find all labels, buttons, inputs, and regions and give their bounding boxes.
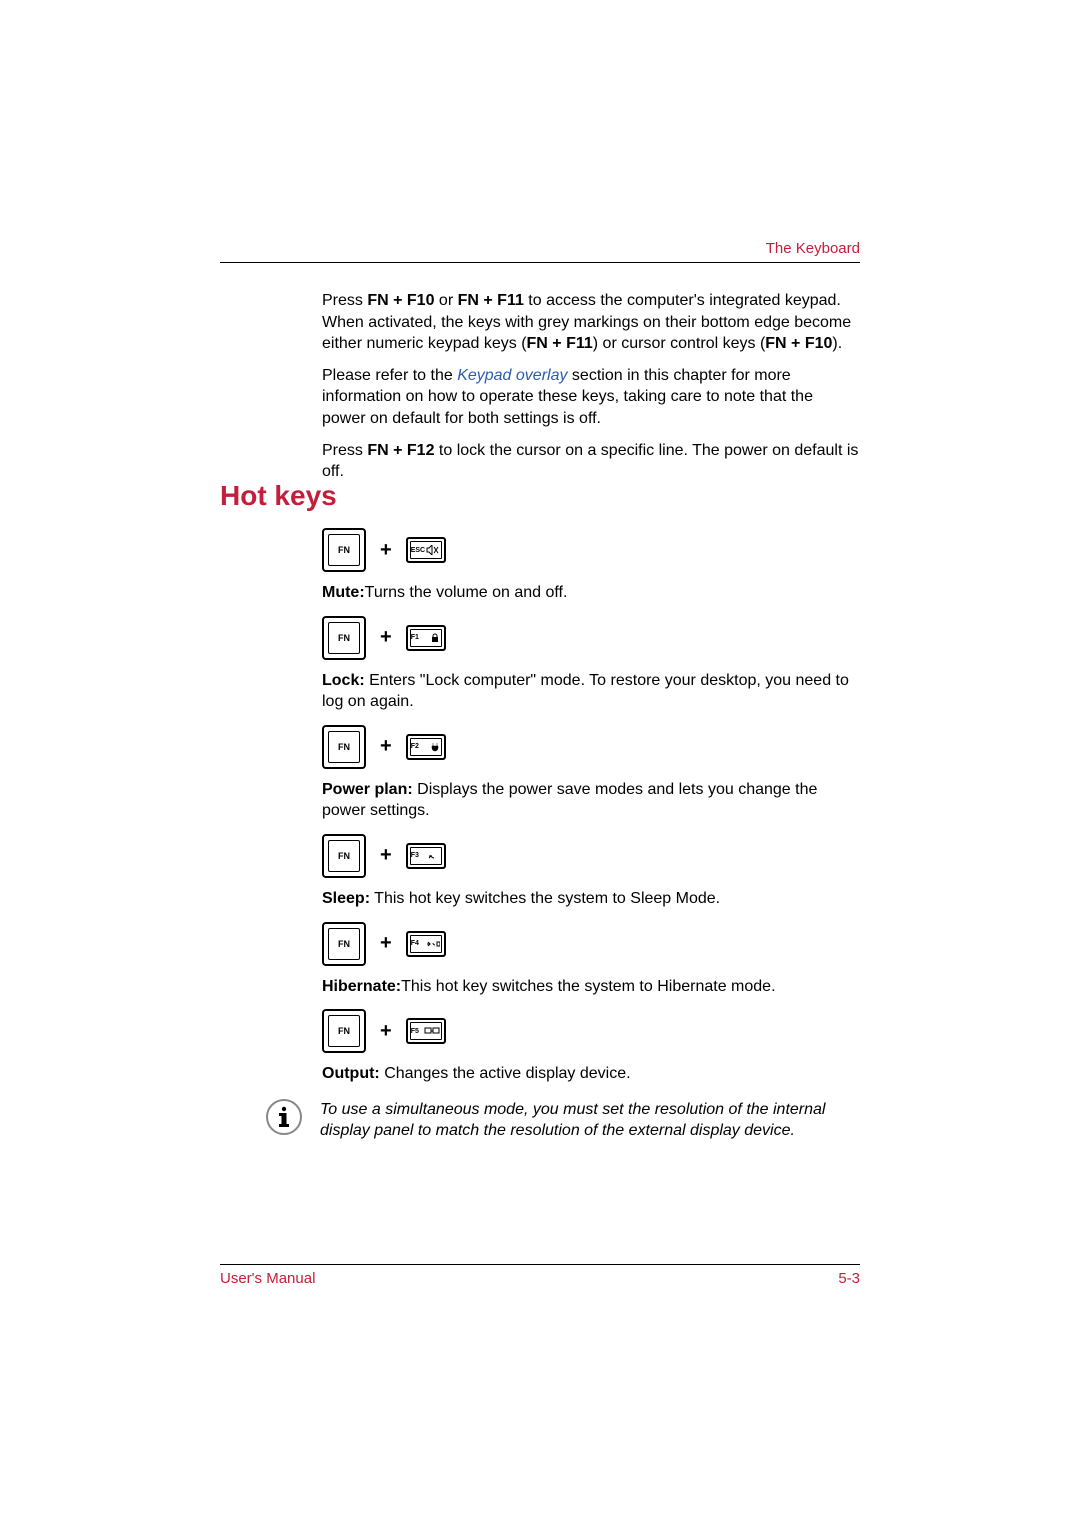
- combo: FN + F4: [322, 922, 860, 966]
- bold: Output:: [322, 1065, 380, 1082]
- esc-key-icon: ESC: [406, 537, 446, 563]
- text: Please refer to the: [322, 367, 457, 384]
- lock-icon: [430, 633, 440, 643]
- intro-p2: Please refer to the Keypad overlay secti…: [322, 365, 860, 430]
- footer-right: 5-3: [838, 1270, 860, 1287]
- intro-block: Press FN + F10 or FN + F11 to access the…: [322, 290, 860, 493]
- key-label: FN: [338, 633, 350, 643]
- desc: Power plan: Displays the power save mode…: [322, 779, 860, 822]
- plug-icon: [430, 742, 440, 752]
- hibernate-icon: [426, 940, 440, 948]
- bold: Power plan:: [322, 781, 413, 798]
- f5-key-icon: F5: [406, 1018, 446, 1044]
- text: Press: [322, 292, 367, 309]
- bold: FN + F11: [458, 292, 524, 309]
- key-label: F3: [411, 852, 419, 859]
- intro-p1: Press FN + F10 or FN + F11 to access the…: [322, 290, 860, 355]
- key-label: F4: [411, 940, 419, 947]
- key-label: ESC: [411, 547, 425, 554]
- key-label: FN: [338, 851, 350, 861]
- note-text: To use a simultaneous mode, you must set…: [320, 1099, 860, 1142]
- page: The Keyboard Press FN + F10 or FN + F11 …: [0, 0, 1080, 1527]
- combo: FN + F3: [322, 834, 860, 878]
- f2-key-icon: F2: [406, 734, 446, 760]
- hotkey-mute: FN + ESC Mute:Turns the volume on and of…: [322, 528, 860, 604]
- hot-keys-heading: Hot keys: [220, 480, 337, 512]
- key-label: F5: [411, 1028, 419, 1035]
- text: Changes the active display device.: [380, 1065, 631, 1082]
- combo: FN + F5: [322, 1009, 860, 1053]
- combo: FN + ESC: [322, 528, 860, 572]
- bold: Mute:: [322, 584, 365, 601]
- plus-icon: +: [380, 932, 392, 955]
- bold: Sleep:: [322, 890, 370, 907]
- intro-p3: Press FN + F12 to lock the cursor on a s…: [322, 440, 860, 483]
- text: or: [434, 292, 457, 309]
- plus-icon: +: [380, 539, 392, 562]
- f4-key-icon: F4: [406, 931, 446, 957]
- desc: Hibernate:This hot key switches the syst…: [322, 976, 860, 998]
- text: ) or cursor control keys (: [593, 335, 765, 352]
- bold: Hibernate:: [322, 978, 401, 995]
- bold: Lock:: [322, 672, 365, 689]
- mute-icon: [426, 545, 440, 555]
- key-label: FN: [338, 939, 350, 949]
- plus-icon: +: [380, 1020, 392, 1043]
- hotkey-lock: FN + F1 Lock: Enters "Lock computer" mod…: [322, 616, 860, 713]
- header-section: The Keyboard: [766, 240, 860, 257]
- desc: Lock: Enters "Lock computer" mode. To re…: [322, 670, 860, 713]
- key-label: FN: [338, 545, 350, 555]
- key-label: F2: [411, 743, 419, 750]
- keypad-overlay-link[interactable]: Keypad overlay: [457, 367, 567, 384]
- f3-key-icon: F3: [406, 843, 446, 869]
- key-label: FN: [338, 742, 350, 752]
- text: This hot key switches the system to Hibe…: [401, 978, 775, 995]
- text: This hot key switches the system to Slee…: [370, 890, 720, 907]
- fn-key-icon: FN: [322, 725, 366, 769]
- combo: FN + F2: [322, 725, 860, 769]
- text: Press: [322, 442, 367, 459]
- desc: Output: Changes the active display devic…: [322, 1063, 860, 1085]
- top-rule: [220, 262, 860, 263]
- bold: FN + F10: [367, 292, 434, 309]
- fn-key-icon: FN: [322, 528, 366, 572]
- text: Enters "Lock computer" mode. To restore …: [322, 672, 849, 711]
- footer-left: User's Manual: [220, 1270, 315, 1287]
- key-label: FN: [338, 1026, 350, 1036]
- fn-key-icon: FN: [322, 834, 366, 878]
- text: Turns the volume on and off.: [365, 584, 568, 601]
- sleep-icon: [428, 852, 440, 860]
- text: ).: [832, 335, 842, 352]
- info-icon: [266, 1099, 302, 1140]
- hotkey-output: FN + F5 Output: Changes the active displ…: [322, 1009, 860, 1085]
- bold: FN + F10: [765, 335, 832, 352]
- bold: FN + F11: [527, 335, 593, 352]
- hotkey-power-plan: FN + F2 Power plan: Displays the power s…: [322, 725, 860, 822]
- key-label: F1: [411, 634, 419, 641]
- combo: FN + F1: [322, 616, 860, 660]
- hotkey-sleep: FN + F3 Sleep: This hot key switches the…: [322, 834, 860, 910]
- plus-icon: +: [380, 735, 392, 758]
- desc: Sleep: This hot key switches the system …: [322, 888, 860, 910]
- f1-key-icon: F1: [406, 625, 446, 651]
- footer-rule: [220, 1264, 860, 1265]
- bold: FN + F12: [367, 442, 434, 459]
- fn-key-icon: FN: [322, 1009, 366, 1053]
- desc: Mute:Turns the volume on and off.: [322, 582, 860, 604]
- plus-icon: +: [380, 844, 392, 867]
- display-icon: [424, 1027, 440, 1035]
- fn-key-icon: FN: [322, 922, 366, 966]
- note-row: To use a simultaneous mode, you must set…: [266, 1099, 860, 1142]
- fn-key-icon: FN: [322, 616, 366, 660]
- plus-icon: +: [380, 626, 392, 649]
- hotkeys-block: FN + ESC Mute:Turns the volume on and of…: [322, 528, 860, 1142]
- hotkey-hibernate: FN + F4 Hibernate:This hot key switches …: [322, 922, 860, 998]
